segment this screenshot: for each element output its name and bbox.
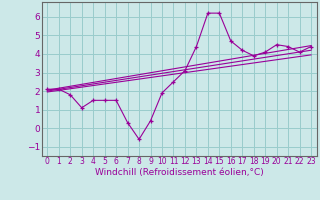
X-axis label: Windchill (Refroidissement éolien,°C): Windchill (Refroidissement éolien,°C) [95, 168, 264, 177]
